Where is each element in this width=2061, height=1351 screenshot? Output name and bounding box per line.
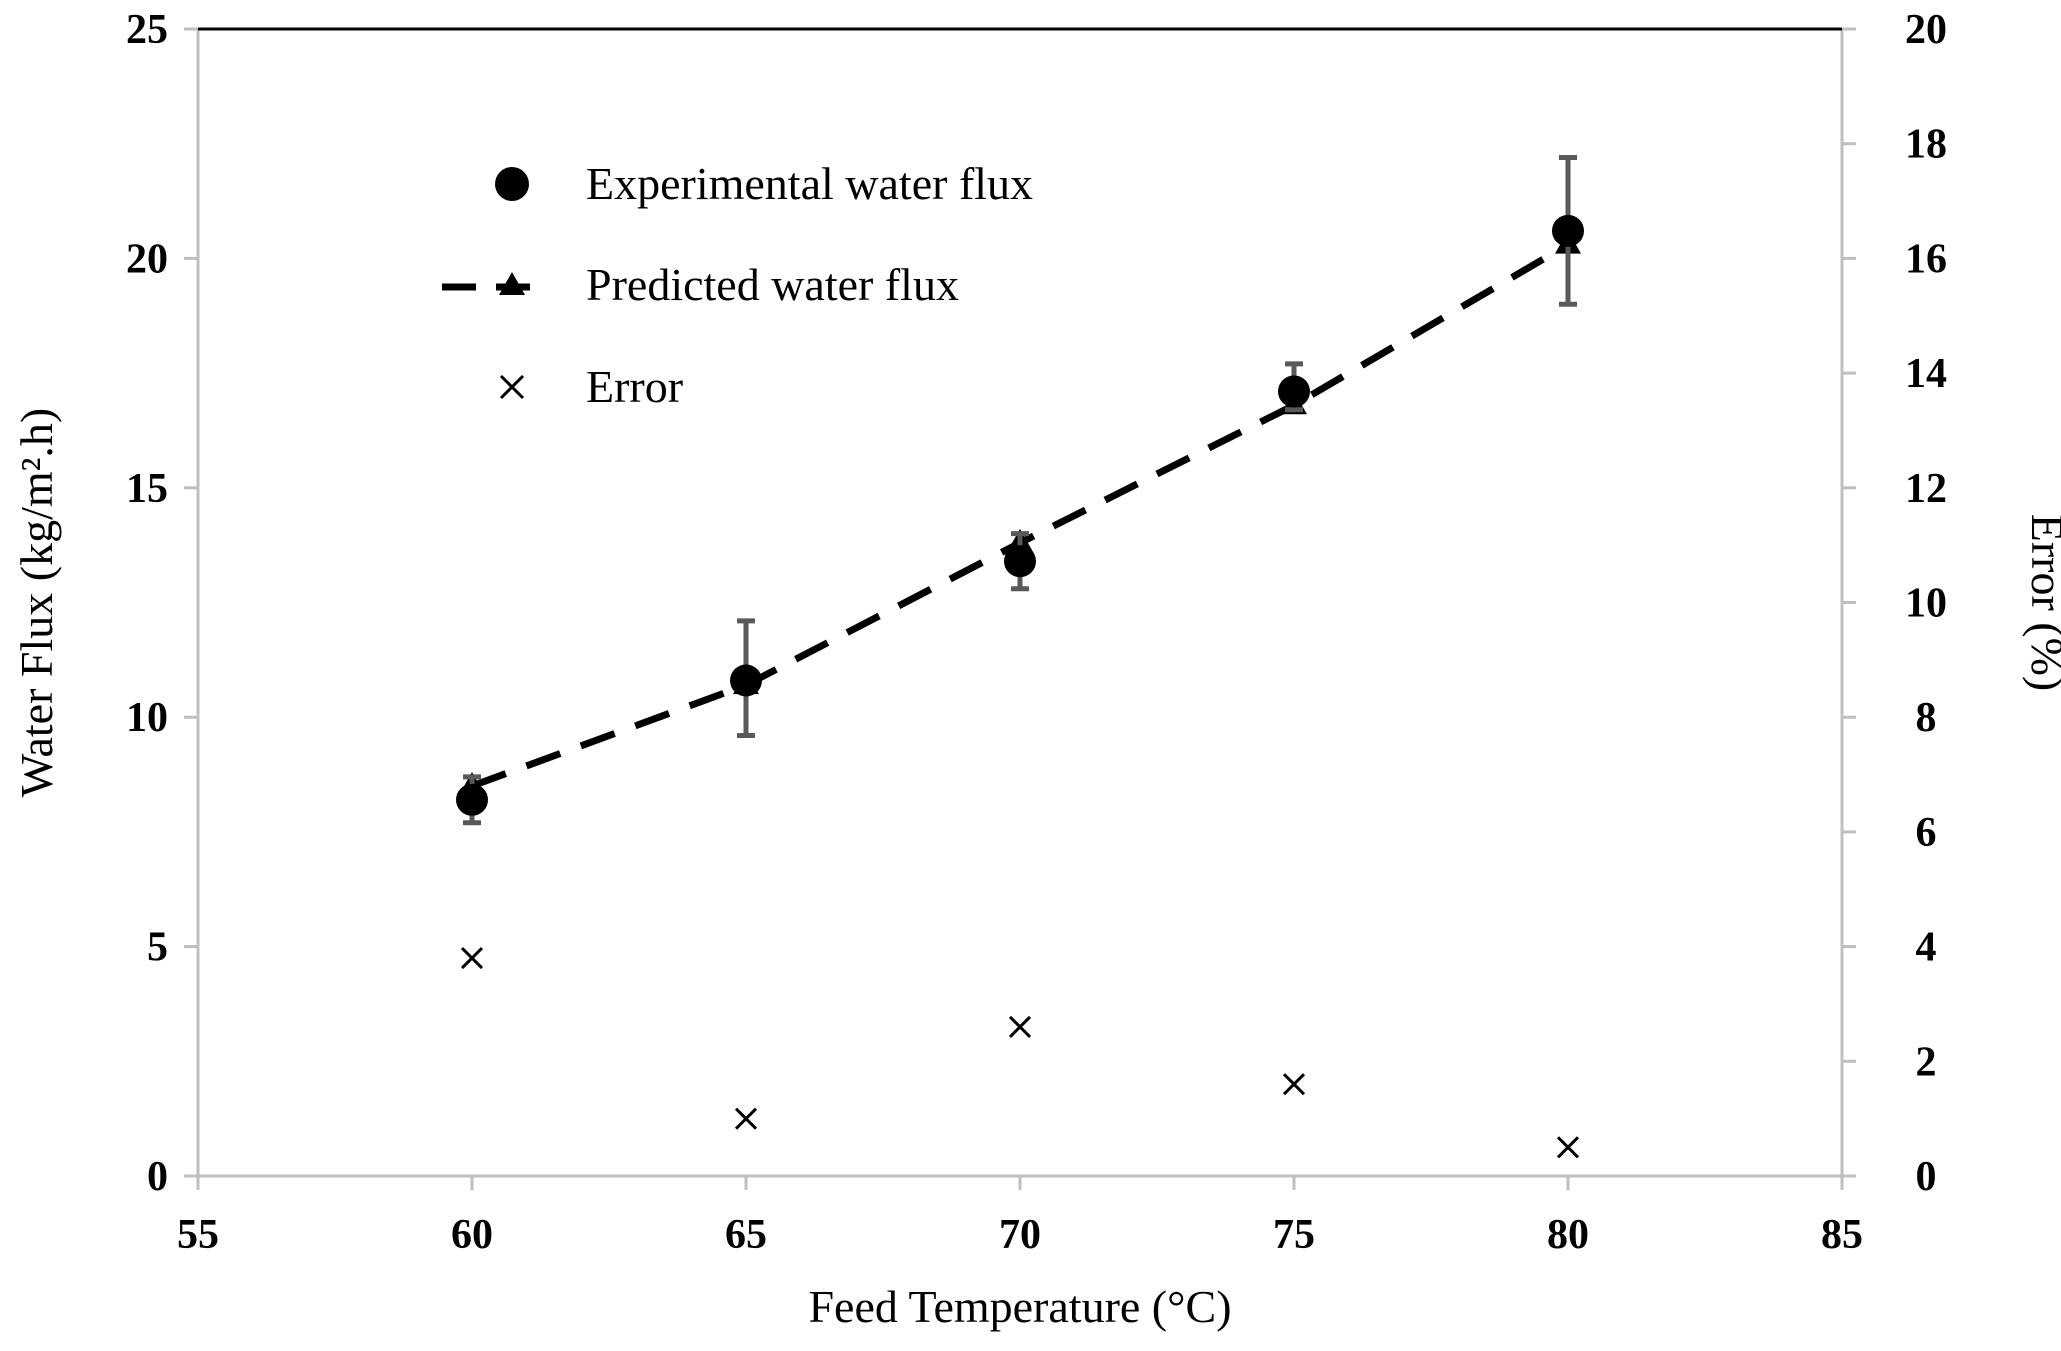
x-tick-label: 60 bbox=[451, 1212, 493, 1258]
legend: Experimental water flux Predicted water … bbox=[442, 158, 1033, 412]
error-point bbox=[460, 947, 484, 970]
data-marks bbox=[456, 154, 1584, 1159]
experimental-point bbox=[456, 783, 488, 816]
predicted-series-line bbox=[470, 241, 1570, 790]
left-tick-label: 25 bbox=[126, 7, 168, 53]
legend-label-error: Error bbox=[586, 361, 683, 412]
left-tick-label: 10 bbox=[126, 695, 168, 741]
right-tick-label: 6 bbox=[1916, 810, 1937, 856]
legend-label-predicted: Predicted water flux bbox=[586, 259, 959, 310]
error-point bbox=[1008, 1015, 1032, 1038]
right-tick-label: 10 bbox=[1905, 581, 1947, 627]
legend-circle-marker bbox=[495, 167, 529, 201]
error-point-stroke bbox=[1282, 1073, 1306, 1096]
left-tick-label: 20 bbox=[126, 236, 168, 282]
right-tick-label: 14 bbox=[1905, 351, 1947, 397]
experimental-point bbox=[730, 664, 762, 697]
error-point bbox=[1282, 1073, 1306, 1096]
y-axis-title: Water Flux (kg/m².h) bbox=[11, 408, 62, 798]
experimental-point bbox=[1278, 375, 1310, 408]
left-tick-label: 0 bbox=[147, 1154, 168, 1200]
left-tick-label: 5 bbox=[147, 925, 168, 971]
left-tick-label: 15 bbox=[126, 466, 168, 512]
right-tick-label: 8 bbox=[1916, 695, 1937, 741]
x-tick-label: 55 bbox=[177, 1212, 219, 1258]
legend-triangle-marker bbox=[499, 272, 525, 295]
right-tick-label: 20 bbox=[1905, 7, 1947, 53]
right-tick-label: 16 bbox=[1905, 236, 1947, 282]
legend-x-marker bbox=[499, 374, 525, 400]
x-tick-label: 75 bbox=[1273, 1212, 1315, 1258]
error-point-stroke bbox=[1556, 1136, 1580, 1159]
legend-label-experimental: Experimental water flux bbox=[586, 158, 1033, 209]
x-tick-label: 70 bbox=[999, 1212, 1041, 1258]
experimental-point bbox=[1004, 545, 1036, 578]
right-tick-label: 12 bbox=[1905, 466, 1947, 512]
x-tick-label: 65 bbox=[725, 1212, 767, 1258]
y2-axis-title: Error (%) bbox=[2022, 514, 2061, 692]
tick-labels: 0 5 10 15 20 25 0 2 4 6 8 10 12 14 16 18 20 55 60 65 70 75 80 8… bbox=[126, 7, 1947, 1258]
error-point-stroke bbox=[734, 1107, 758, 1130]
right-tick-label: 0 bbox=[1916, 1154, 1937, 1200]
error-point bbox=[1556, 1136, 1580, 1159]
right-tick-label: 18 bbox=[1905, 122, 1947, 168]
experimental-point bbox=[1552, 214, 1584, 247]
right-tick-label: 2 bbox=[1916, 1039, 1937, 1085]
x-axis-title: Feed Temperature (°C) bbox=[808, 1281, 1231, 1332]
x-tick-label: 80 bbox=[1547, 1212, 1589, 1258]
error-point bbox=[734, 1107, 758, 1130]
legend-x-stroke bbox=[499, 374, 525, 400]
right-tick-label: 4 bbox=[1916, 925, 1937, 971]
x-tick-label: 85 bbox=[1821, 1212, 1863, 1258]
error-point-stroke bbox=[1008, 1015, 1032, 1038]
error-point-stroke bbox=[460, 947, 484, 970]
